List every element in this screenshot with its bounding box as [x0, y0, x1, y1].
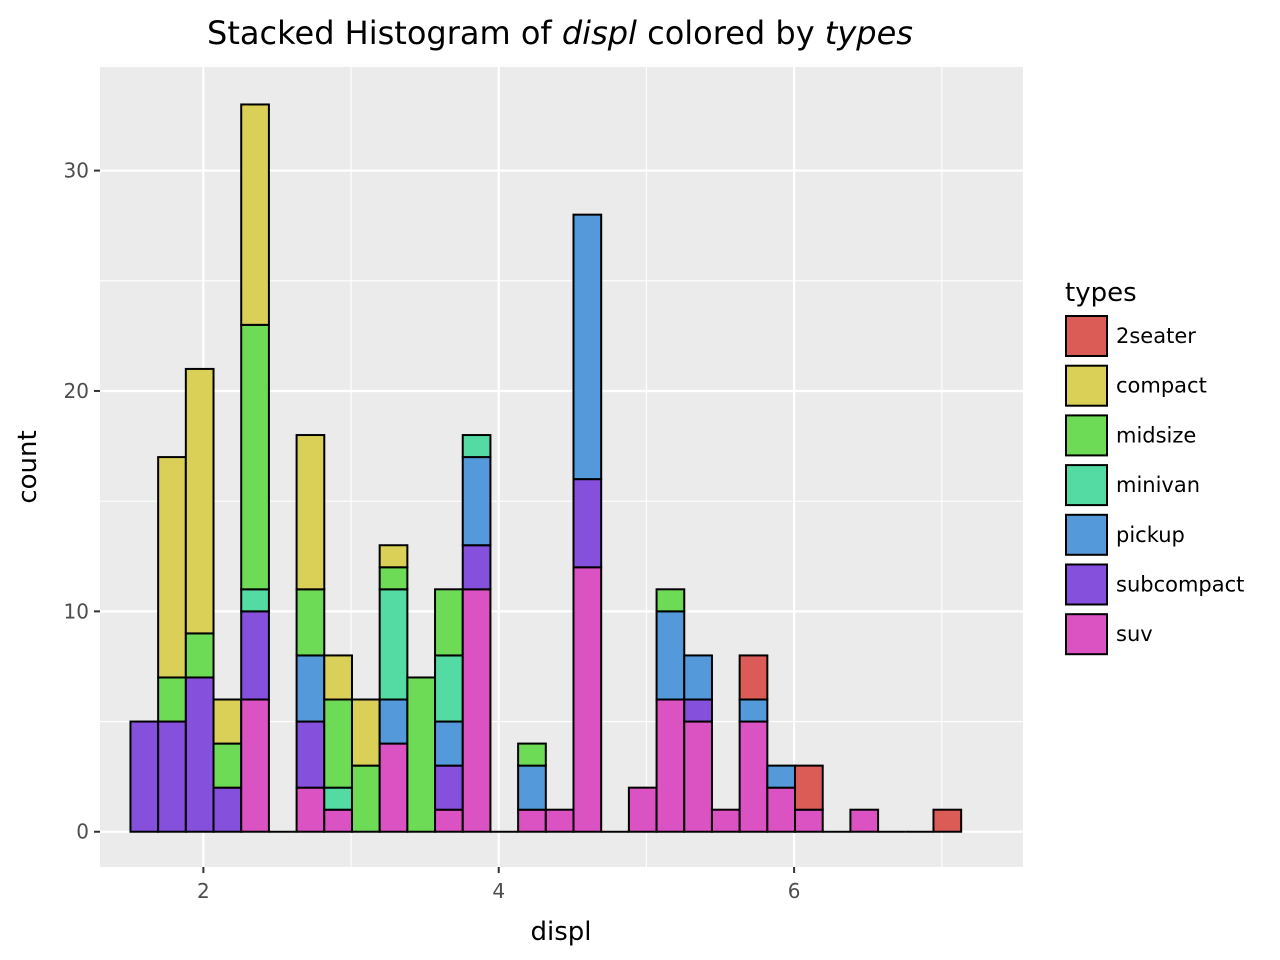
bar-segment-midsize	[157, 676, 187, 723]
bar-segment-subcompact	[461, 544, 492, 591]
legend: types 2seater compact midsize minivan pickup…	[1065, 278, 1244, 656]
bar-segment-suv	[627, 786, 658, 833]
x-tick-label: 2	[197, 879, 210, 903]
x-tick-label: 6	[788, 879, 801, 903]
bar-segment-compact	[378, 544, 409, 569]
legend-label-minivan: minivan	[1116, 473, 1200, 497]
bar-segment-pickup	[572, 213, 603, 481]
bar-segment-suv	[544, 808, 575, 833]
bar-segment-pickup	[378, 698, 409, 745]
chart-title: Stacked Histogram of displ colored by ty…	[207, 14, 913, 52]
bar-segment-subcompact	[240, 610, 270, 701]
bar-segment-compact	[295, 434, 326, 591]
bar-segment-subcompact	[683, 698, 713, 723]
y-tick-label: 0	[76, 820, 89, 844]
legend-key-pickup	[1065, 513, 1108, 556]
bar-segment-pickup	[738, 698, 769, 723]
bar-segment-subcompact	[295, 720, 326, 789]
bar-segment-midsize	[184, 632, 215, 679]
bar-segment-pickup	[517, 764, 547, 811]
bar-segment-suv	[434, 808, 464, 833]
legend-label-subcompact: subcompact	[1116, 573, 1244, 597]
bar-segment-midsize	[212, 742, 243, 789]
chart-title-middle: colored by	[637, 14, 825, 52]
bar-segment-suv	[378, 742, 409, 833]
bar-segment-suv	[323, 808, 353, 833]
bar-segment-compact	[212, 698, 243, 745]
bar-segment-midsize	[434, 588, 464, 657]
bar-segment-subcompact	[129, 720, 160, 833]
legend-label-pickup: pickup	[1116, 523, 1185, 547]
bar-segment-compact	[184, 367, 215, 635]
bar-segment-midsize	[655, 588, 686, 613]
legend-label-suv: suv	[1116, 622, 1153, 646]
bar-segment-pickup	[766, 764, 797, 789]
bar-segment-2seater	[794, 764, 824, 811]
bar-segment-pickup	[295, 654, 326, 723]
bar-segment-minivan	[240, 588, 270, 613]
bar-segment-midsize	[295, 588, 326, 657]
y-tick-label: 20	[64, 379, 89, 403]
bar-segment-compact	[157, 456, 187, 679]
bar-segment-subcompact	[184, 676, 215, 833]
bar-segment-2seater	[932, 808, 963, 833]
bar-segment-midsize	[406, 676, 437, 833]
legend-key-midsize	[1065, 414, 1108, 457]
bar-segment-suv	[517, 808, 547, 833]
bar-segment-pickup	[461, 456, 492, 547]
legend-label-midsize: midsize	[1116, 423, 1196, 447]
bar-segment-suv	[683, 720, 713, 833]
bar-segment-subcompact	[572, 478, 603, 569]
legend-key-2seater	[1065, 315, 1108, 357]
bar-segment-suv	[849, 808, 880, 833]
y-tick-label: 30	[64, 159, 89, 183]
legend-label-compact: compact	[1116, 374, 1207, 398]
bar-segment-subcompact	[157, 720, 187, 833]
bar-segment-suv	[655, 698, 686, 833]
legend-key-minivan	[1065, 464, 1108, 507]
bars-layer	[129, 103, 963, 833]
axis-ticks: 2 4 6 0 10 20 30	[64, 159, 801, 903]
bar-segment-suv	[295, 786, 326, 833]
bar-segment-minivan	[434, 654, 464, 723]
bar-segment-midsize	[517, 742, 547, 767]
bar-segment-suv	[572, 566, 603, 833]
bar-segment-midsize	[323, 698, 353, 789]
bar-segment-suv	[461, 588, 492, 833]
bar-segment-2seater	[738, 654, 769, 701]
bar-segment-compact	[350, 698, 381, 767]
x-axis-title: displ	[530, 917, 591, 947]
bar-segment-pickup	[683, 654, 713, 701]
bar-segment-minivan	[378, 588, 409, 701]
chart-title-variable: displ	[562, 14, 637, 52]
bar-segment-suv	[766, 786, 797, 833]
legend-key-subcompact	[1065, 563, 1108, 606]
bar-segment-compact	[240, 103, 270, 326]
bar-segment-midsize	[378, 566, 409, 591]
chart-title-group: types	[825, 14, 913, 52]
bar-segment-minivan	[461, 434, 492, 459]
chart-title-prefix: Stacked Histogram of	[207, 14, 562, 52]
bar-segment-suv	[738, 720, 769, 833]
bar-segment-midsize	[350, 764, 381, 833]
bar-segment-suv	[240, 698, 270, 833]
legend-label-2seater: 2seater	[1116, 324, 1196, 348]
bar-segment-pickup	[655, 610, 686, 701]
bar-segment-minivan	[323, 786, 353, 811]
bar-segment-compact	[323, 654, 353, 701]
legend-title: types	[1065, 278, 1137, 308]
bar-segment-subcompact	[434, 764, 464, 811]
x-tick-label: 4	[492, 879, 505, 903]
bar-segment-suv	[794, 808, 824, 833]
bar-segment-pickup	[434, 720, 464, 767]
legend-key-suv	[1065, 613, 1108, 656]
y-tick-label: 10	[64, 599, 89, 623]
y-axis-title: count	[13, 430, 43, 503]
bar-segment-subcompact	[212, 786, 243, 833]
legend-items: 2seater compact midsize minivan pickup subcom…	[1065, 315, 1244, 656]
legend-key-compact	[1065, 364, 1108, 407]
bar-segment-suv	[710, 808, 741, 833]
bar-segment-midsize	[240, 323, 270, 591]
